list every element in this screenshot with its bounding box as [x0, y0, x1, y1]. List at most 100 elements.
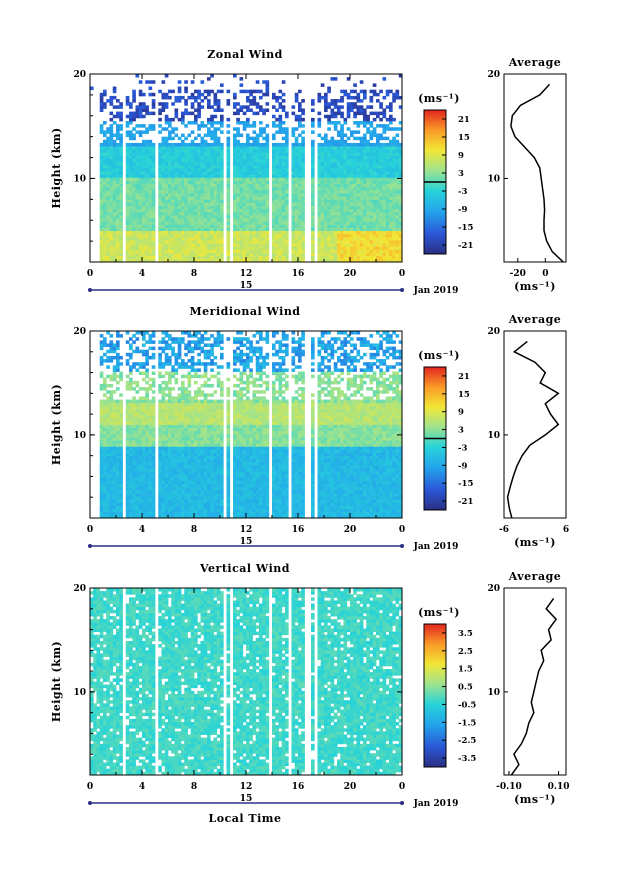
x-tick-label: 16	[292, 269, 305, 279]
y-tick-label: 10	[73, 688, 86, 698]
profile-line	[511, 84, 563, 262]
colorbar-tick-label: -2.5	[458, 736, 476, 746]
profile-title: Average	[508, 313, 562, 326]
date-day-label: 15	[240, 537, 253, 547]
x-tick-label: 0	[87, 782, 93, 792]
date-label: Jan 2019	[413, 542, 459, 552]
profile-unit: (ms⁻¹)	[514, 793, 556, 806]
profile-frame	[504, 588, 566, 775]
x-tick-label: 8	[191, 269, 197, 279]
profile-unit: (ms⁻¹)	[514, 536, 556, 549]
colorbar-tick-label: -15	[458, 223, 473, 233]
profile-x-tick-label: -20	[510, 269, 526, 279]
heatmap-cells	[100, 331, 403, 518]
colorbar-unit: (ms⁻¹)	[418, 92, 460, 105]
colorbar-tick-label: 3.5	[458, 629, 473, 639]
x-tick-label: 0	[399, 525, 405, 535]
profile-y-tick-label: 20	[487, 584, 500, 594]
x-tick-label: 20	[344, 782, 357, 792]
profile-title: Average	[508, 56, 562, 69]
x-tick-label: 4	[139, 525, 145, 535]
colorbar-tick-label: -1.5	[458, 718, 476, 728]
x-tick-label: 20	[344, 269, 357, 279]
profile-line	[511, 598, 556, 775]
panel-0: Zonal Wind 0 4 8 12 16 20 0 20 10 Height (km) 15 Jan…	[50, 48, 566, 296]
colorbar-tick-label: 15	[458, 133, 470, 143]
panel-2: Vertical Wind 0 4 8 12 16 20 0 20 10 Height (km) 15…	[50, 562, 570, 809]
date-day-label: 15	[240, 281, 253, 291]
panel-title: Vertical Wind	[199, 562, 290, 575]
profile-frame	[504, 331, 566, 518]
date-bar-end	[400, 801, 404, 805]
profile-x-tick-label: 6	[563, 525, 569, 535]
colorbar-tick-label: -3	[458, 443, 468, 453]
x-tick-label: 0	[399, 782, 405, 792]
x-tick-label: 16	[292, 782, 305, 792]
profile-y-tick-label: 20	[487, 70, 500, 80]
date-bar-start	[88, 288, 92, 292]
x-tick-label: 12	[240, 525, 253, 535]
profile-title: Average	[508, 570, 562, 583]
x-tick-label: 12	[240, 269, 253, 279]
profile-x-tick-label: -0.10	[496, 782, 522, 792]
y-tick-label: 20	[73, 327, 86, 337]
profile-x-tick-label: -6	[499, 525, 509, 535]
colorbar-tick-label: 1.5	[458, 665, 473, 675]
x-axis-label: Local Time	[209, 812, 282, 825]
colorbar-tick-label: 3	[458, 169, 464, 179]
colorbar-tick-label: -3.5	[458, 754, 476, 764]
x-tick-label: 16	[292, 525, 305, 535]
y-axis-label: Height (km)	[50, 384, 63, 465]
x-tick-label: 8	[191, 525, 197, 535]
x-tick-label: 0	[399, 269, 405, 279]
heatmap-cells	[90, 588, 402, 775]
colorbar-tick-label: 0.5	[458, 683, 473, 693]
colorbar-tick-label: -3	[458, 187, 468, 197]
colorbar-unit: (ms⁻¹)	[418, 606, 460, 619]
y-axis-label: Height (km)	[50, 641, 63, 722]
panel-title: Zonal Wind	[207, 48, 283, 61]
y-tick-label: 10	[73, 431, 86, 441]
colorbar-tick-label: 21	[458, 372, 470, 382]
colorbar-tick-label: -21	[458, 497, 473, 507]
profile-y-tick-label: 10	[487, 688, 500, 698]
colorbar-tick-label: 15	[458, 390, 470, 400]
date-label: Jan 2019	[413, 799, 459, 809]
profile-y-tick-label: 10	[487, 174, 500, 184]
colorbar-tick-label: -21	[458, 241, 473, 251]
profile-x-tick-label: 0.10	[548, 782, 570, 792]
colorbar-unit: (ms⁻¹)	[418, 349, 460, 362]
colorbar-tick-label: 3	[458, 426, 464, 436]
profile-line	[508, 341, 559, 518]
x-tick-label: 4	[139, 269, 145, 279]
date-bar-end	[400, 544, 404, 548]
colorbar-tick-label: 9	[458, 408, 464, 418]
colorbar-tick-label: -0.5	[458, 700, 476, 710]
date-label: Jan 2019	[413, 286, 459, 296]
x-tick-label: 8	[191, 782, 197, 792]
x-tick-label: 0	[87, 525, 93, 535]
y-tick-label: 10	[73, 174, 86, 184]
heatmap-cells	[90, 74, 402, 262]
colorbar-tick-label: -15	[458, 479, 473, 489]
profile-y-tick-label: 20	[487, 327, 500, 337]
profile-frame	[504, 74, 566, 262]
colorbar	[424, 624, 446, 767]
date-bar-end	[400, 288, 404, 292]
profile-x-tick-label: 0	[542, 269, 548, 279]
date-bar-start	[88, 801, 92, 805]
profile-unit: (ms⁻¹)	[514, 280, 556, 293]
y-axis-label: Height (km)	[50, 127, 63, 208]
colorbar-tick-label: 2.5	[458, 647, 473, 657]
x-tick-label: 12	[240, 782, 253, 792]
date-day-label: 15	[240, 794, 253, 804]
x-tick-label: 20	[344, 525, 357, 535]
panel-title: Meridional Wind	[189, 305, 300, 318]
x-tick-label: 0	[87, 269, 93, 279]
colorbar-tick-label: -9	[458, 205, 468, 215]
x-tick-label: 4	[139, 782, 145, 792]
panel-1: Meridional Wind 0 4 8 12 16 20 0 20 10 Height (km)…	[50, 305, 569, 552]
date-bar-start	[88, 544, 92, 548]
colorbar-tick-label: 9	[458, 151, 464, 161]
